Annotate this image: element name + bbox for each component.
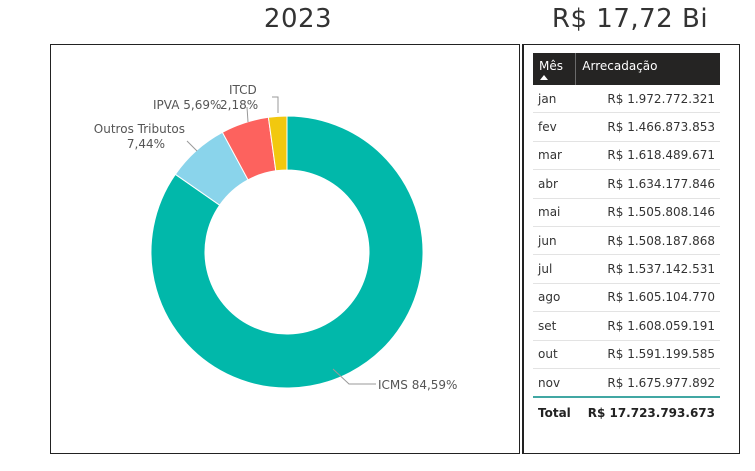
- table-row[interactable]: jan R$ 1.972.772.321: [533, 85, 720, 114]
- table-row[interactable]: mai R$ 1.505.808.146: [533, 198, 720, 227]
- sort-ascending-icon[interactable]: [540, 75, 548, 80]
- monthly-revenue-table: Mês Arrecadação jan R$ 1.972.772.321 fev R$…: [533, 53, 720, 428]
- revenue-cell: R$ 1.972.772.321: [575, 85, 720, 114]
- revenue-cell: R$ 1.537.142.531: [575, 254, 720, 284]
- table-header-row: Mês Arrecadação: [533, 53, 720, 85]
- month-cell: out: [533, 340, 576, 369]
- month-cell: mai: [533, 198, 576, 227]
- table-row[interactable]: abr R$ 1.634.177.846: [533, 169, 720, 199]
- monthly-revenue-table-panel: Mês Arrecadação jan R$ 1.972.772.321 fev R$…: [522, 44, 740, 454]
- month-cell: ago: [533, 283, 576, 313]
- revenue-cell: R$ 1.508.187.868: [575, 226, 720, 256]
- revenue-cell: R$ 1.591.199.585: [575, 340, 720, 369]
- month-cell: nov: [533, 368, 576, 399]
- total-revenue-title: R$ 17,72 Bi: [551, 4, 709, 34]
- itcd-slice[interactable]: [267, 115, 288, 172]
- table-row[interactable]: nov R$ 1.675.977.892: [533, 368, 720, 399]
- month-column-header[interactable]: Mês: [533, 53, 577, 85]
- revenue-cell: R$ 1.605.104.770: [575, 283, 720, 313]
- table-total-row: Total R$ 17.723.793.673: [533, 397, 720, 428]
- itcd-label: ITCD: [229, 83, 257, 97]
- revenue-cell: R$ 1.618.489.671: [575, 141, 720, 171]
- table-row[interactable]: jul R$ 1.537.142.531: [533, 254, 720, 284]
- month-cell: abr: [533, 169, 576, 199]
- revenue-cell: R$ 1.505.808.146: [575, 198, 720, 227]
- month-cell: mar: [533, 141, 576, 171]
- donut-chart-panel[interactable]: ICMS 84,59% Outros Tributos 7,44% IPVA 5…: [50, 44, 520, 454]
- table-row[interactable]: mar R$ 1.618.489.671: [533, 141, 720, 171]
- itcd-leader-line: [272, 96, 279, 113]
- month-header-label: Mês: [539, 59, 563, 73]
- outros-tributos-pct: 7,44%: [127, 137, 165, 151]
- outros-leader-line: [186, 140, 198, 152]
- revenue-cell: R$ 1.634.177.846: [575, 169, 720, 199]
- icms-leader-line: [332, 368, 376, 385]
- table-row[interactable]: set R$ 1.608.059.191: [533, 311, 720, 341]
- total-label: Total: [538, 406, 571, 421]
- month-cell: fev: [533, 112, 576, 142]
- revenue-column-header[interactable]: Arrecadação: [575, 53, 720, 85]
- ipva-label: IPVA 5,69%: [153, 98, 221, 112]
- table-row[interactable]: fev R$ 1.466.873.853: [533, 112, 720, 142]
- month-cell: jun: [533, 226, 576, 256]
- month-cell: jan: [533, 85, 576, 114]
- table-row[interactable]: ago R$ 1.605.104.770: [533, 283, 720, 313]
- icms-slice[interactable]: [150, 115, 424, 389]
- table-row[interactable]: out R$ 1.591.199.585: [533, 340, 720, 369]
- outros-tributos-label: Outros Tributos: [94, 122, 185, 136]
- revenue-cell: R$ 1.466.873.853: [575, 112, 720, 142]
- revenue-cell: R$ 1.675.977.892: [575, 368, 720, 399]
- year-title: 2023: [263, 4, 333, 34]
- icms-label: ICMS 84,59%: [378, 378, 457, 392]
- month-cell: jul: [533, 254, 576, 284]
- donut-chart[interactable]: ICMS 84,59% Outros Tributos 7,44% IPVA 5…: [51, 45, 519, 453]
- month-cell: set: [533, 311, 576, 341]
- total-value: R$ 17.723.793.673: [587, 406, 715, 421]
- revenue-header-label: Arrecadação: [582, 59, 658, 73]
- revenue-cell: R$ 1.608.059.191: [575, 311, 720, 341]
- ipva-leader-line: [246, 106, 249, 123]
- itcd-pct: 2,18%: [220, 98, 258, 112]
- table-row[interactable]: jun R$ 1.508.187.868: [533, 226, 720, 256]
